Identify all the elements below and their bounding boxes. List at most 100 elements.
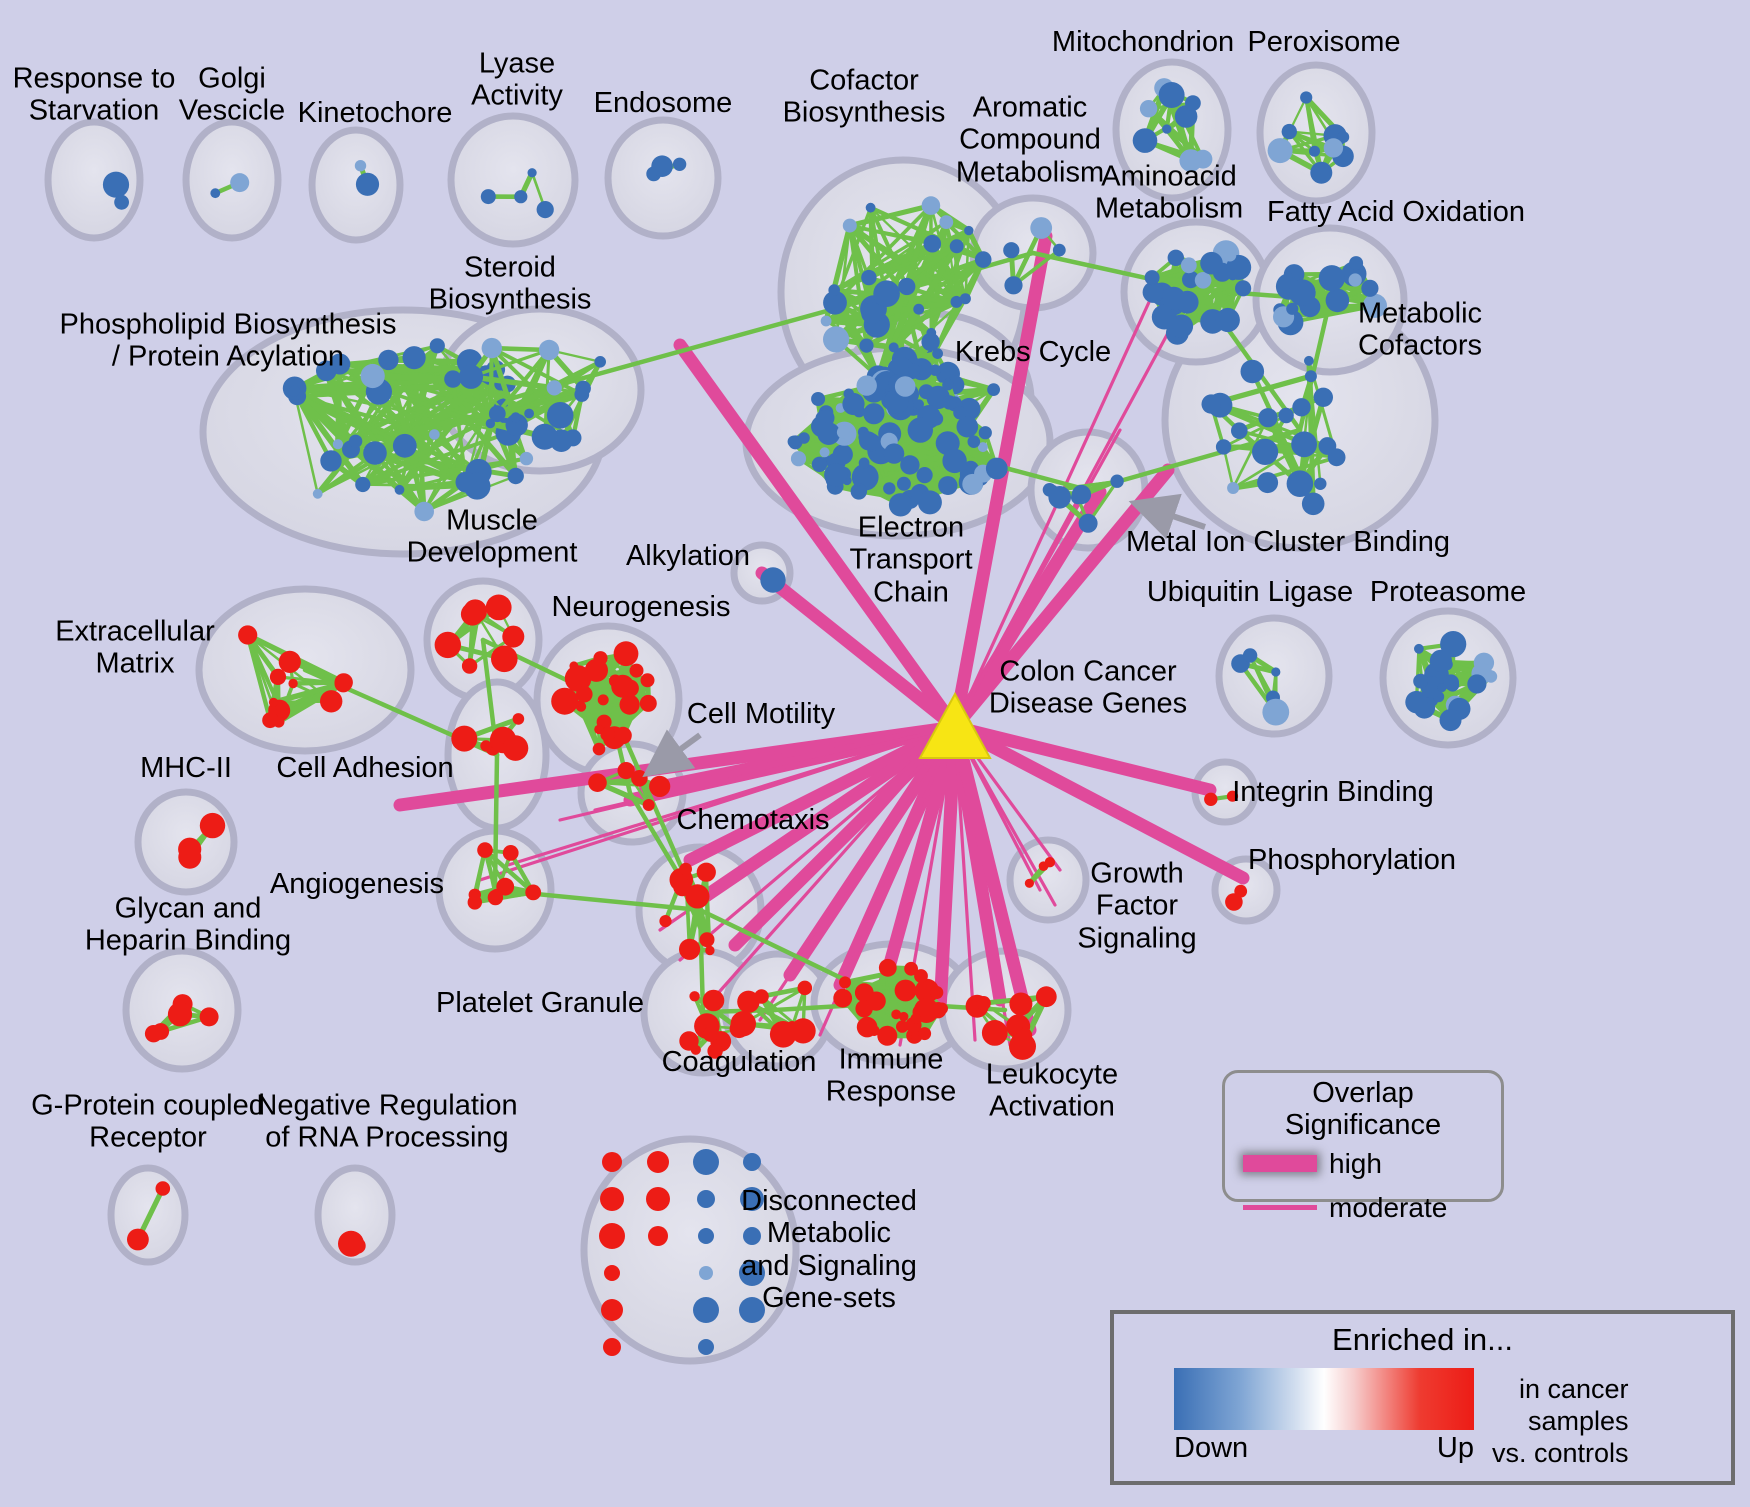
gene-set-node[interactable]	[877, 1025, 898, 1046]
gene-set-node[interactable]	[394, 484, 405, 495]
gene-set-node[interactable]	[262, 712, 278, 729]
gene-set-node[interactable]	[817, 422, 841, 445]
gene-set-node[interactable]	[859, 338, 874, 353]
cluster-nodes-muscle-development[interactable]	[434, 594, 525, 674]
gene-set-node[interactable]	[378, 349, 399, 371]
cluster-nodes-extracellular-matrix[interactable]	[238, 625, 353, 729]
gene-set-node[interactable]	[487, 889, 504, 906]
gene-set-node[interactable]	[1182, 270, 1200, 289]
gene-set-node[interactable]	[696, 862, 716, 882]
gene-set-node[interactable]	[1215, 439, 1232, 455]
gene-set-node[interactable]	[178, 845, 202, 869]
gene-set-node[interactable]	[842, 218, 857, 233]
gene-set-node[interactable]	[858, 457, 870, 469]
gene-set-node[interactable]	[470, 605, 487, 621]
gene-set-node[interactable]	[611, 674, 635, 698]
gene-set-node[interactable]	[1301, 492, 1325, 516]
gene-set-node[interactable]	[480, 740, 492, 752]
gene-set-node[interactable]	[833, 988, 853, 1008]
cluster-nodes-g-protein-coupled-receptor[interactable]	[126, 1181, 171, 1251]
gene-set-node[interactable]	[1313, 387, 1334, 407]
gene-set-node[interactable]	[754, 989, 769, 1004]
gene-set-node[interactable]	[828, 284, 840, 296]
gene-set-node[interactable]	[576, 701, 587, 712]
gene-set-node[interactable]	[959, 293, 971, 305]
gene-set-node[interactable]	[1004, 276, 1023, 295]
cluster-nodes-peroxisome[interactable]	[1267, 91, 1354, 184]
gene-set-node[interactable]	[1009, 1032, 1036, 1060]
gene-set-node[interactable]	[477, 842, 493, 858]
cluster-nodes-chemotaxis[interactable]	[659, 862, 716, 960]
gene-set-node[interactable]	[1310, 161, 1333, 184]
gene-set-node[interactable]	[1286, 302, 1299, 315]
gene-set-node[interactable]	[617, 762, 635, 780]
gene-set-node[interactable]	[921, 332, 940, 352]
gene-set-node[interactable]	[458, 364, 484, 389]
cluster-nodes-growth-factor-signaling[interactable]	[1024, 857, 1056, 888]
gene-set-node[interactable]	[842, 392, 865, 416]
gene-set-node[interactable]	[823, 326, 850, 353]
gene-set-node[interactable]	[619, 694, 640, 715]
gene-set-node[interactable]	[502, 625, 525, 648]
gene-set-node[interactable]	[102, 171, 130, 198]
gene-set-node[interactable]	[1362, 293, 1387, 318]
gene-set-node[interactable]	[836, 425, 850, 439]
gene-set-node[interactable]	[878, 958, 897, 977]
gene-set-node[interactable]	[932, 348, 943, 359]
gene-set-node[interactable]	[574, 387, 590, 402]
gene-set-node[interactable]	[1314, 477, 1327, 490]
gene-set-node[interactable]	[1484, 670, 1498, 683]
cluster-nodes-cell-adhesion[interactable]	[451, 713, 529, 761]
cluster-nodes-proteasome[interactable]	[1405, 631, 1498, 732]
gene-set-node[interactable]	[649, 775, 671, 798]
gene-set-node[interactable]	[964, 225, 974, 236]
gene-set-node[interactable]	[288, 678, 298, 689]
gene-set-node[interactable]	[672, 157, 687, 171]
gene-set-node[interactable]	[502, 845, 519, 861]
gene-set-node[interactable]	[930, 986, 944, 999]
gene-set-node[interactable]	[673, 878, 692, 897]
gene-set-node[interactable]	[956, 415, 979, 438]
gene-set-node[interactable]	[546, 380, 562, 396]
gene-set-node[interactable]	[962, 473, 983, 495]
gene-set-node[interactable]	[481, 337, 502, 359]
gene-set-node[interactable]	[597, 694, 609, 706]
gene-set-node[interactable]	[790, 451, 807, 467]
gene-set-node[interactable]	[1078, 513, 1098, 533]
gene-set-node[interactable]	[599, 1223, 625, 1249]
gene-set-node[interactable]	[987, 383, 1000, 396]
gene-set-node[interactable]	[760, 567, 786, 593]
gene-set-node[interactable]	[914, 399, 924, 410]
gene-set-node[interactable]	[491, 645, 518, 673]
cluster-nodes-steroid-biosynthesis[interactable]	[458, 337, 606, 453]
gene-set-node[interactable]	[1414, 643, 1424, 654]
gene-set-node[interactable]	[896, 1020, 909, 1033]
gene-set-node[interactable]	[1204, 792, 1218, 806]
gene-set-node[interactable]	[839, 976, 851, 989]
gene-set-node[interactable]	[512, 713, 525, 725]
gene-set-node[interactable]	[865, 202, 876, 213]
gene-set-node[interactable]	[938, 476, 958, 495]
gene-set-node[interactable]	[790, 1018, 816, 1044]
gene-set-node[interactable]	[355, 172, 380, 196]
gene-set-node[interactable]	[693, 1149, 719, 1175]
gene-set-node[interactable]	[1323, 138, 1344, 158]
gene-set-node[interactable]	[1325, 288, 1350, 313]
cluster-nodes-electron-transport-chain[interactable]	[787, 366, 1008, 517]
gene-set-node[interactable]	[894, 979, 917, 1002]
gene-set-node[interactable]	[811, 456, 828, 472]
gene-set-node[interactable]	[1071, 484, 1092, 505]
gene-set-node[interactable]	[600, 726, 616, 742]
gene-set-node[interactable]	[527, 168, 537, 178]
gene-set-node[interactable]	[434, 631, 461, 659]
gene-set-node[interactable]	[899, 1011, 909, 1022]
gene-set-node[interactable]	[480, 189, 496, 205]
gene-set-node[interactable]	[1179, 149, 1202, 172]
gene-set-node[interactable]	[1252, 438, 1279, 465]
gene-set-node[interactable]	[603, 1338, 621, 1356]
gene-set-node[interactable]	[642, 799, 655, 811]
gene-set-node[interactable]	[514, 190, 528, 204]
gene-set-node[interactable]	[210, 188, 221, 199]
gene-set-node[interactable]	[502, 735, 529, 761]
gene-set-node[interactable]	[679, 938, 701, 960]
